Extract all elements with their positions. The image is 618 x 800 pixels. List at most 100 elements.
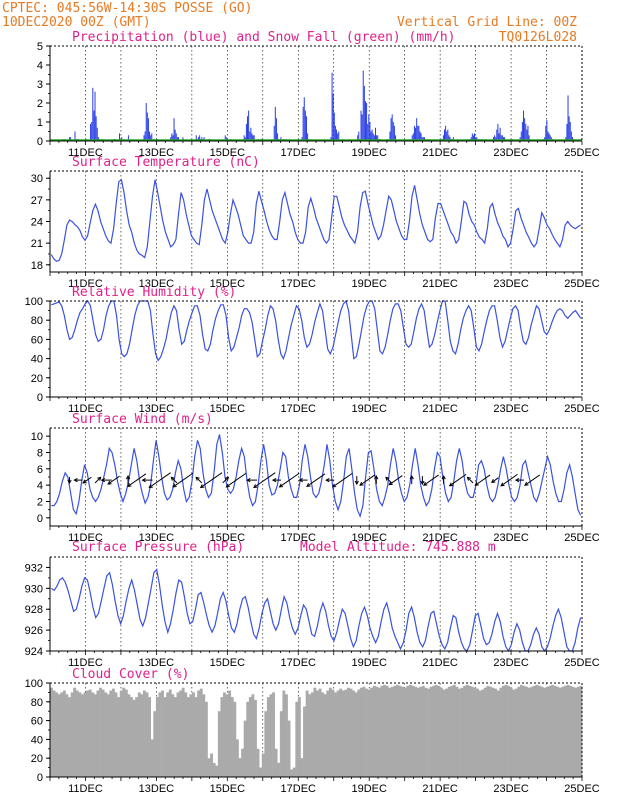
cloud-bar xyxy=(579,685,583,777)
precip-bar xyxy=(524,118,526,141)
precip-bar xyxy=(280,137,282,141)
cloud-bar xyxy=(297,697,301,777)
x-tick-label: 13DEC xyxy=(139,657,175,669)
cloud-bar xyxy=(99,687,102,777)
cloud-bar xyxy=(274,748,278,777)
cloud-bar xyxy=(210,753,213,777)
x-tick-label: 17DEC xyxy=(281,783,317,795)
cloud-bar xyxy=(398,685,402,777)
cloud-bar xyxy=(354,692,358,777)
cloud-bar xyxy=(543,687,547,777)
y-tick-label: 27 xyxy=(31,195,43,207)
wind-arrow xyxy=(331,472,353,488)
precip-bar xyxy=(171,133,173,141)
cloud-bar xyxy=(323,694,327,777)
precip-bar xyxy=(393,125,395,141)
cloud-bar xyxy=(504,684,508,777)
precip-bar xyxy=(70,137,72,141)
cloud-bar xyxy=(184,692,188,777)
cloud-bar xyxy=(476,688,479,777)
cloud-bar xyxy=(334,692,337,777)
precip-bar xyxy=(90,123,92,141)
precip-bar xyxy=(470,137,472,141)
precip-bar xyxy=(370,131,372,141)
cloud-bar xyxy=(367,689,371,777)
precip-bar xyxy=(361,114,363,141)
cloud-bar xyxy=(465,684,469,777)
precip-bar xyxy=(174,129,176,141)
cloud-bar xyxy=(246,701,250,777)
x-tick-label: 17DEC xyxy=(281,532,317,544)
precip-bar xyxy=(501,135,503,141)
cloud-bar xyxy=(460,687,464,777)
wind-arrow xyxy=(125,475,131,485)
cloud-bar xyxy=(117,697,121,777)
cloud-bar xyxy=(551,684,554,777)
precip-bar xyxy=(495,137,497,141)
wind-arrow xyxy=(148,472,171,489)
cloud-bar xyxy=(352,690,356,777)
precip-bar xyxy=(372,133,374,141)
x-tick-label: 25DEC xyxy=(564,147,600,159)
cloud-bar xyxy=(292,767,296,777)
cloud-bar xyxy=(450,685,454,777)
precip-bar xyxy=(367,123,369,141)
cloud-bar xyxy=(561,686,565,777)
precip-bar xyxy=(91,122,93,141)
header-date: 10DEC2020 00Z (GMT) xyxy=(2,15,151,30)
cloud-bar xyxy=(326,690,330,777)
wind-arrow xyxy=(107,475,120,485)
y-tick-label: 3 xyxy=(37,79,43,91)
y-tick-label: 0 xyxy=(37,392,43,404)
cloud-bar xyxy=(458,688,461,777)
cloud-bar xyxy=(494,688,498,777)
precip-bar xyxy=(92,87,94,141)
precip-bar xyxy=(243,135,245,141)
y-tick-label: 0 xyxy=(37,772,43,784)
precip-bar xyxy=(499,127,501,141)
pressure-title: Surface Pressure (hPa) xyxy=(72,540,244,555)
wind-arrow xyxy=(225,472,247,488)
cloud-bar xyxy=(569,685,572,777)
cloud-bar xyxy=(161,690,164,777)
y-tick-label: 30 xyxy=(31,173,43,185)
x-tick-label: 21DEC xyxy=(422,657,458,669)
cloud-bar xyxy=(220,697,224,777)
cloud-bar xyxy=(215,765,219,777)
x-tick-label: 19DEC xyxy=(351,657,387,669)
precip-bar xyxy=(475,137,477,141)
cloud-bar xyxy=(377,687,381,777)
y-tick-label: 2 xyxy=(37,98,43,110)
precip-bar xyxy=(170,137,172,141)
cloud-bar xyxy=(287,720,291,777)
precip-bar xyxy=(389,131,391,141)
cloud-bar xyxy=(401,686,405,777)
cloud-bar xyxy=(148,697,152,777)
cloud-bar xyxy=(106,694,110,777)
precip-bar xyxy=(143,135,145,141)
precip-bar xyxy=(566,123,568,141)
x-tick-label: 11DEC xyxy=(68,403,103,415)
cloud-bar xyxy=(442,689,446,777)
wind-arrow xyxy=(172,472,194,488)
precip-bar xyxy=(526,129,528,141)
wind-arrow xyxy=(298,477,308,483)
precip-bar xyxy=(244,137,246,141)
cloud-panel: Cloud Cover (%) 0 20 40 60 80 100 11DEC 13DEC 15D… xyxy=(25,667,600,795)
x-tick-label: 25DEC xyxy=(564,403,600,415)
precip-bar xyxy=(245,123,247,141)
cloud-bar xyxy=(233,701,237,777)
wind-arrow xyxy=(278,472,300,488)
cloud-bar xyxy=(548,685,552,777)
precip-bar xyxy=(172,135,174,141)
x-tick-label: 17DEC xyxy=(281,147,317,159)
wind-arrow xyxy=(253,472,276,489)
cloud-bar xyxy=(346,687,350,777)
cloud-bar xyxy=(468,685,472,777)
precip-bar xyxy=(175,133,177,141)
cloud-bar xyxy=(163,697,167,777)
x-tick-label: 13DEC xyxy=(139,278,175,290)
cloud-bar xyxy=(507,685,510,777)
cloud-bar xyxy=(393,685,397,777)
cloud-bar xyxy=(496,690,500,777)
